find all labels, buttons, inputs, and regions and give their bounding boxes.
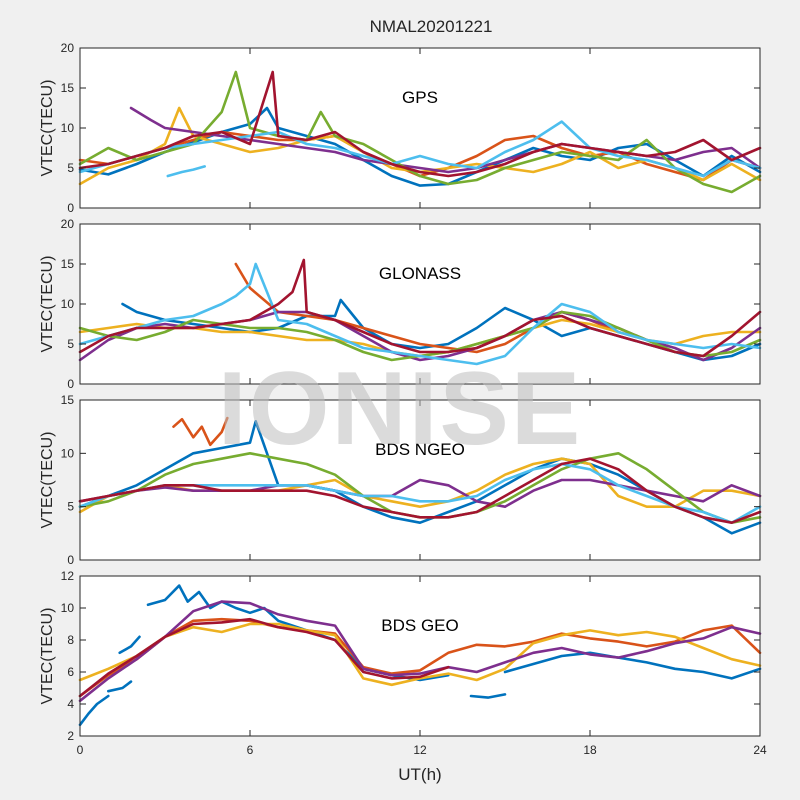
- y-tick-label: 15: [61, 257, 75, 271]
- series-line-7: [78, 258, 762, 358]
- series-line-6: [78, 262, 762, 366]
- series-line-3: [118, 635, 141, 655]
- y-tick-label: 6: [67, 665, 74, 679]
- y-axis-label: VTEC(TECU): [39, 256, 56, 353]
- series-line-7: [78, 457, 762, 525]
- x-tick-label: 18: [583, 743, 597, 757]
- panel-label: BDS GEO: [381, 616, 458, 635]
- y-tick-label: 2: [67, 729, 74, 743]
- panel-label: BDS NGEO: [375, 440, 465, 459]
- series-line-10: [78, 617, 450, 698]
- y-axis-label: VTEC(TECU): [39, 432, 56, 529]
- series-line-1: [78, 694, 110, 727]
- plot-area: [80, 224, 760, 384]
- plot-area: [80, 48, 760, 208]
- y-tick-label: 10: [61, 297, 75, 311]
- y-tick-label: 5: [67, 337, 74, 351]
- series-line-5: [469, 693, 507, 699]
- y-tick-label: 10: [61, 601, 75, 615]
- y-tick-label: 20: [61, 41, 75, 55]
- plot-area: [80, 576, 760, 736]
- x-tick-label: 24: [753, 743, 767, 757]
- y-tick-label: 0: [67, 377, 74, 391]
- x-tick-label: 0: [77, 743, 84, 757]
- y-axis-label: VTEC(TECU): [39, 80, 56, 177]
- y-tick-label: 10: [61, 446, 75, 460]
- panel-3: 0 5 10 15 VTEC(TECU) BDS NGEO: [39, 393, 762, 567]
- series-line-5: [78, 70, 762, 194]
- y-tick-label: 8: [67, 633, 74, 647]
- panel-label: GPS: [402, 88, 438, 107]
- series-line-6: [503, 651, 762, 680]
- y-tick-label: 10: [61, 121, 75, 135]
- y-tick-label: 5: [67, 500, 74, 514]
- x-tick-label: 6: [247, 743, 254, 757]
- y-tick-label: 15: [61, 393, 75, 407]
- series-line-8: [78, 622, 762, 687]
- x-tick-label: 12: [413, 743, 427, 757]
- series-line-6: [78, 120, 762, 178]
- panel-1: 0 5 10 15 20 VTEC(TECU) GPS: [39, 41, 762, 215]
- y-tick-label: 0: [67, 201, 74, 215]
- series-line-9: [78, 600, 762, 703]
- y-axis-label: VTEC(TECU): [39, 608, 56, 705]
- y-tick-label: 12: [61, 569, 75, 583]
- series-line-3: [78, 106, 762, 186]
- panel-2: 0 5 10 15 20 VTEC(TECU) GLONASS: [39, 217, 762, 391]
- figure-title: NMAL20201221: [370, 17, 493, 36]
- y-tick-label: 20: [61, 217, 75, 231]
- series-line-2: [107, 680, 133, 693]
- series-line-7: [78, 617, 762, 698]
- y-tick-label: 0: [67, 553, 74, 567]
- x-axis-label: UT(h): [398, 765, 441, 784]
- series-line-7: [166, 165, 206, 178]
- series-line-4: [129, 106, 762, 174]
- y-tick-label: 5: [67, 161, 74, 175]
- panel-label: GLONASS: [379, 264, 461, 283]
- y-tick-label: 4: [67, 697, 74, 711]
- series-line-8: [78, 70, 762, 178]
- series-line-2: [172, 416, 229, 447]
- y-tick-label: 15: [61, 81, 75, 95]
